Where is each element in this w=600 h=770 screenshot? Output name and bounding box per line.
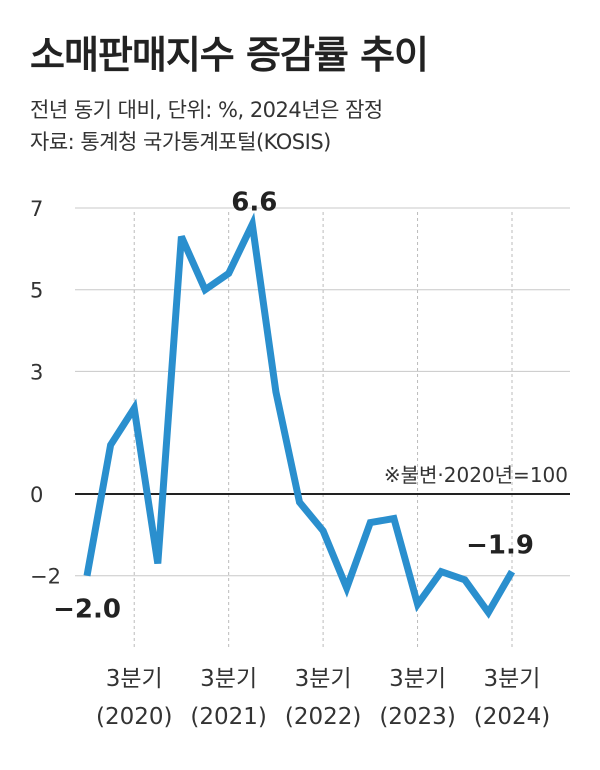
x-tick-label-year: (2022) (285, 704, 361, 730)
x-tick-label-quarter: 3분기 (295, 666, 352, 692)
x-tick-label-year: (2024) (474, 704, 550, 730)
series-line (83, 212, 516, 619)
chart-subtitle: 전년 동기 대비, 단위: %, 2024년은 잠정 (30, 98, 383, 122)
chart-title: 소매판매지수 증감률 추이 (30, 33, 429, 77)
x-guide-lines (133, 212, 513, 650)
x-tick-label-quarter: 3분기 (389, 666, 446, 692)
data-label: −2.0 (53, 595, 121, 625)
y-tick-label: 5 (30, 279, 43, 303)
grid-lines (75, 207, 570, 577)
y-axis-ticks: 7 5 3 0 −2 (30, 197, 61, 589)
x-axis-ticks: 3분기 (2020) 3분기 (2021) 3분기 (2022) 3분기 (2023) 3분기 (… (96, 666, 550, 730)
y-tick-label: 7 (30, 197, 43, 221)
x-tick-label-quarter: 3분기 (200, 666, 257, 692)
chart-source: 자료: 통계청 국가통계포털(KOSIS) (30, 130, 331, 154)
data-label: 6.6 (231, 187, 277, 217)
x-tick-label-quarter: 3분기 (484, 666, 541, 692)
data-labels: −2.0 6.6 −1.9 (53, 187, 534, 624)
x-tick-label-quarter: 3분기 (106, 666, 163, 692)
x-tick-label-year: (2020) (96, 704, 172, 730)
y-tick-label: 0 (30, 483, 43, 507)
y-tick-label: 3 (30, 360, 43, 384)
base-note: ※불변·2020년=100 (384, 463, 568, 487)
x-tick-label-year: (2023) (379, 704, 455, 730)
y-tick-label: −2 (30, 565, 61, 589)
data-label: −1.9 (466, 531, 534, 561)
x-tick-label-year: (2021) (190, 704, 266, 730)
